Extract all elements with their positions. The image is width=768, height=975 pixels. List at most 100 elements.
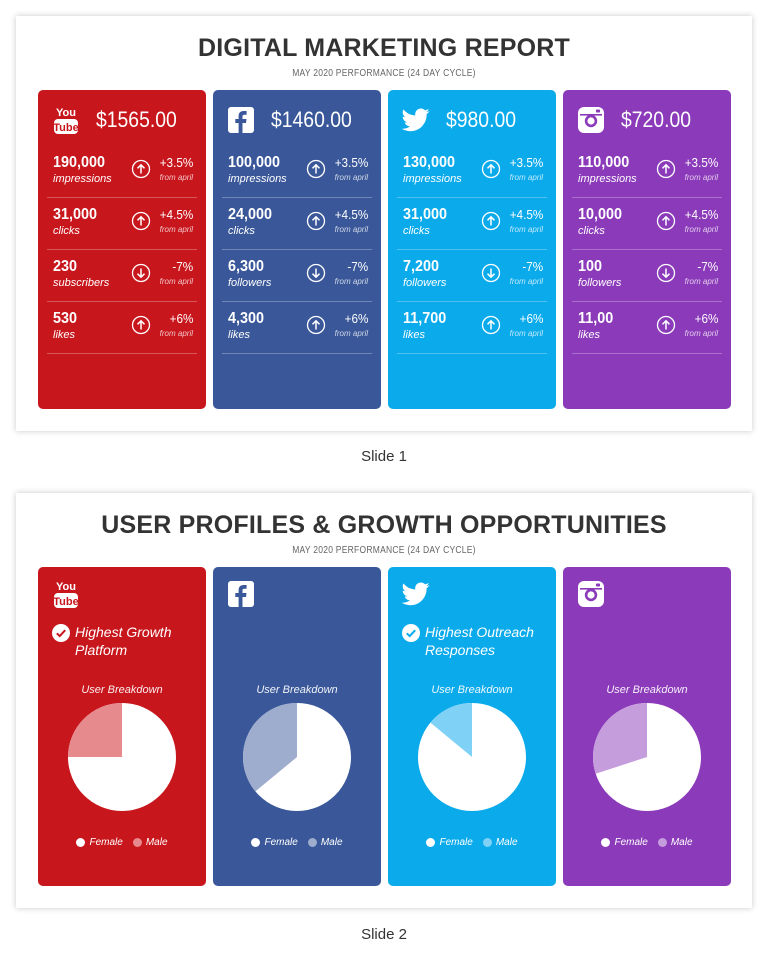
metric-row: 130,000 impressions +3.5% from april [397, 146, 547, 198]
metric-value: 530 [53, 310, 78, 327]
metric-label: followers [578, 277, 622, 289]
svg-text:Tube: Tube [53, 122, 78, 134]
metric-comparison: from april [684, 225, 718, 234]
pie-slice-male [242, 703, 297, 792]
legend-item-female: Female [601, 837, 648, 848]
metrics-list: 130,000 impressions +3.5% from april 31,… [397, 146, 547, 354]
user-breakdown-pie [418, 703, 526, 811]
metric-change: +4.5% [334, 207, 368, 222]
metric-row: 31,000 clicks +4.5% from april [47, 198, 197, 250]
slide-2: USER PROFILES & GROWTH OPPORTUNITIES MAY… [16, 493, 752, 908]
legend-swatch-female [426, 838, 436, 847]
metric-value: 130,000 [403, 154, 456, 171]
metric-comparison: from april [159, 225, 193, 234]
metric-comparison: from april [684, 173, 718, 182]
legend-swatch-male [482, 838, 492, 847]
legend-label: Female [89, 837, 123, 848]
metric-change: +3.5% [684, 155, 718, 170]
metric-comparison: from april [509, 173, 543, 182]
metric-label: followers [403, 277, 447, 289]
arrow-up-circle-icon [656, 211, 676, 231]
legend-item-female: Female [426, 837, 473, 848]
ad-spend-amount: $980.00 [446, 107, 516, 132]
chart-title: User Breakdown [256, 684, 338, 696]
arrow-up-circle-icon [306, 211, 326, 231]
metric-label: subscribers [53, 277, 110, 289]
card-header: $720.00 [577, 102, 721, 138]
legend-label: Male [495, 837, 518, 848]
facebook-logo-icon [227, 105, 255, 135]
metric-comparison: from april [509, 329, 543, 338]
slide-subtitle: MAY 2020 PERFORMANCE (24 DAY CYCLE) [292, 545, 476, 556]
legend-item-female: Female [76, 837, 123, 848]
pie-slice-male [592, 703, 647, 774]
card-youtube: You Tube Highest Growth Platform User Br… [38, 567, 206, 886]
metric-row: 110,000 impressions +3.5% from april [572, 146, 722, 198]
card-instagram: User Breakdown Female Male [563, 567, 731, 886]
arrow-up-circle-icon [131, 211, 151, 231]
arrow-up-circle-icon [656, 315, 676, 335]
ad-spend-amount: $720.00 [621, 107, 691, 132]
metrics-list: 110,000 impressions +3.5% from april 10,… [572, 146, 722, 354]
metric-comparison: from april [509, 277, 543, 286]
metric-value: 110,000 [578, 154, 630, 171]
card-header: $1460.00 [227, 102, 371, 138]
metric-change: -7% [172, 259, 193, 274]
metric-value: 11,700 [403, 310, 447, 327]
metrics-list: 190,000 impressions +3.5% from april 31,… [47, 146, 197, 354]
twitter-logo-icon [402, 105, 430, 135]
chart-title: User Breakdown [81, 684, 163, 696]
metric-row: 24,000 clicks +4.5% from april [222, 198, 372, 250]
card-twitter: Highest Outreach Responses User Breakdow… [388, 567, 556, 886]
metric-value: 11,00 [578, 310, 614, 327]
chart-title: User Breakdown [606, 684, 688, 696]
user-breakdown-pie [592, 703, 701, 811]
metric-label: likes [228, 329, 251, 341]
metric-comparison: from april [159, 173, 193, 182]
badge-text: Highest Growth Platform [75, 624, 172, 658]
chart-legend: Female Male [388, 837, 556, 848]
arrow-up-circle-icon [131, 159, 151, 179]
legend-item-male: Male [132, 837, 168, 848]
metric-value: 100,000 [228, 154, 281, 171]
metric-change: +3.5% [509, 155, 543, 170]
metric-change: +4.5% [684, 207, 718, 222]
metric-value: 230 [53, 258, 78, 275]
metrics-list: 100,000 impressions +3.5% from april 24,… [222, 146, 372, 354]
legend-swatch-male [307, 838, 317, 847]
metric-value: 100 [578, 258, 603, 275]
metric-comparison: from april [334, 173, 368, 182]
legend-label: Female [264, 837, 298, 848]
ad-spend-amount: $1565.00 [96, 107, 177, 132]
svg-text:You: You [56, 581, 76, 593]
card-header: You Tube $1565.00 [52, 102, 196, 138]
metric-row: 190,000 impressions +3.5% from april [47, 146, 197, 198]
metric-value: 31,000 [403, 206, 448, 223]
slide-caption: Slide 2 [361, 926, 407, 943]
metric-change: +6% [169, 311, 193, 326]
metric-row: 100 followers -7% from april [572, 250, 722, 302]
metric-value: 6,300 [228, 258, 265, 275]
svg-text:You: You [56, 107, 76, 119]
metric-label: impressions [228, 173, 287, 185]
metric-comparison: from april [334, 329, 368, 338]
metric-row: 6,300 followers -7% from april [222, 250, 372, 302]
card-facebook: User Breakdown Female Male [213, 567, 381, 886]
user-breakdown-pie [68, 703, 176, 811]
twitter-logo-icon [402, 579, 430, 609]
legend-swatch-male [132, 838, 142, 847]
metric-comparison: from april [334, 225, 368, 234]
metric-comparison: from april [684, 277, 718, 286]
arrow-down-circle-icon [481, 263, 501, 283]
legend-item-male: Male [657, 837, 693, 848]
metric-label: clicks [53, 225, 80, 237]
legend-label: Female [439, 837, 473, 848]
metric-value: 7,200 [403, 258, 440, 275]
slide-caption: Slide 1 [361, 448, 407, 465]
chart-title: User Breakdown [431, 684, 513, 696]
pie-slice-male [430, 703, 472, 757]
arrow-up-circle-icon [481, 211, 501, 231]
metric-label: impressions [403, 173, 462, 185]
arrow-up-circle-icon [481, 159, 501, 179]
metric-row: 530 likes +6% from april [47, 302, 197, 354]
